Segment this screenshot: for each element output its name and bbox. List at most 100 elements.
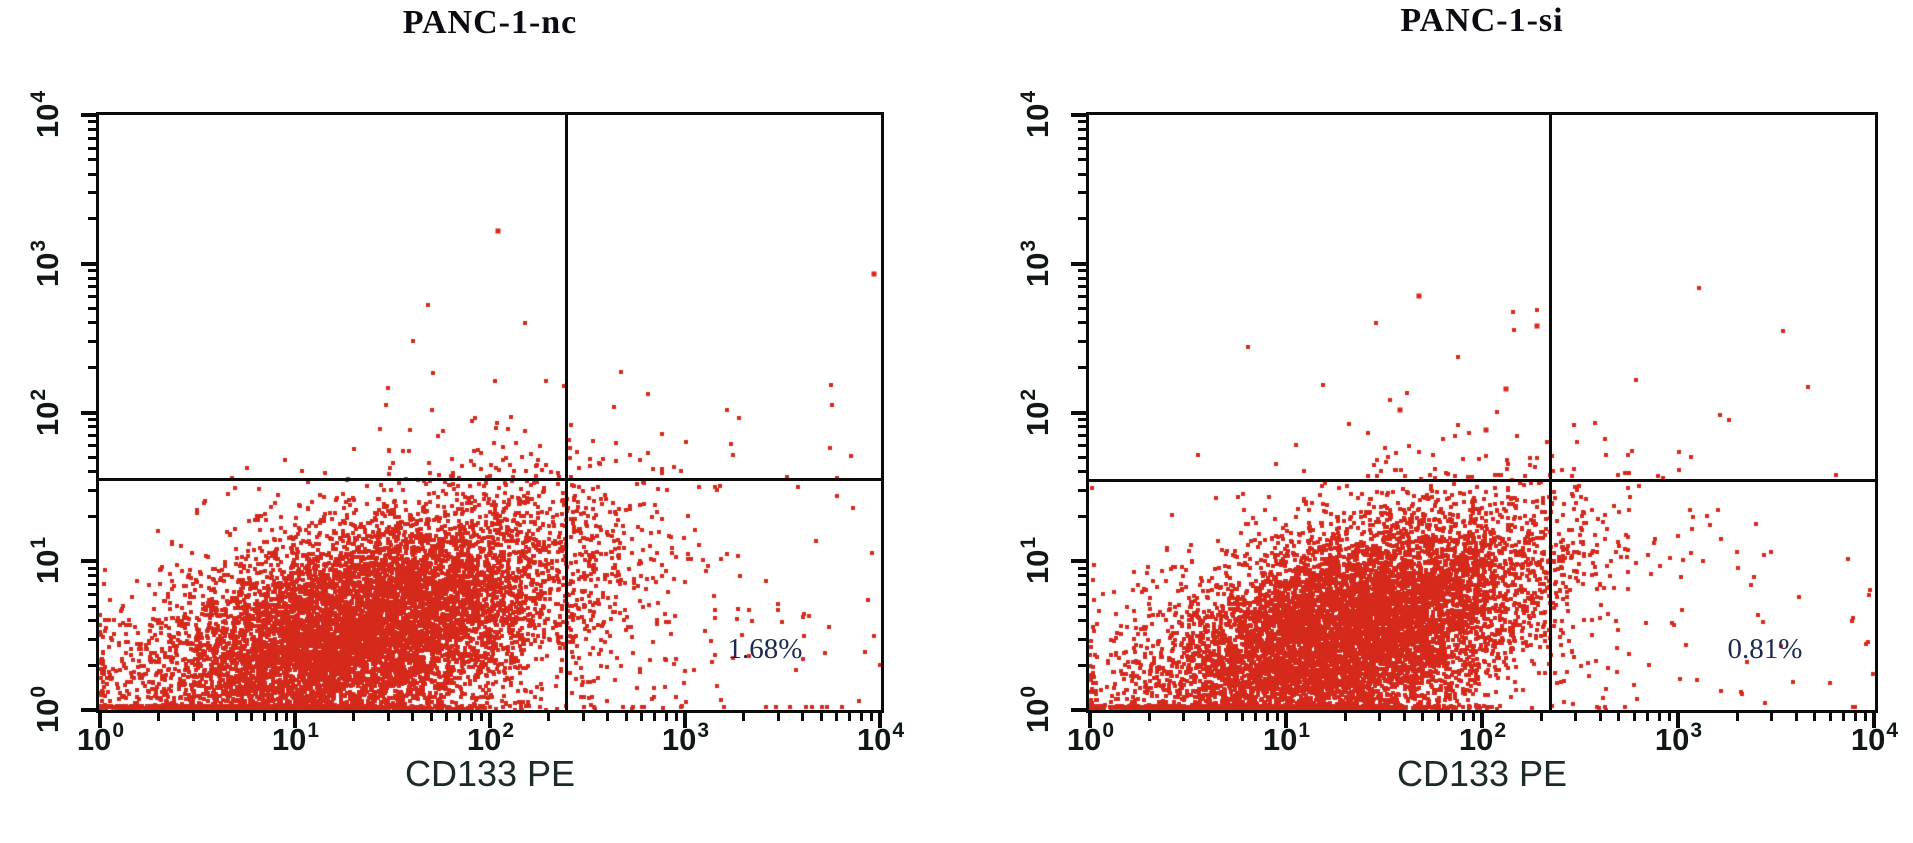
y-axis-tick-label: 100 [1016, 685, 1055, 734]
x-axis-minor-tick [445, 713, 449, 721]
x-axis-minor-tick [1275, 713, 1279, 721]
y-axis-tick-label: 102 [1016, 388, 1055, 436]
x-axis-minor-tick [1657, 713, 1661, 721]
y-axis-minor-tick [1078, 618, 1086, 622]
y-axis-minor-tick [88, 172, 96, 176]
x-axis-minor-tick [835, 713, 839, 721]
x-axis-minor-tick [1437, 713, 1441, 721]
x-axis-minor-tick [250, 713, 254, 721]
y-axis-minor-tick [1078, 604, 1086, 608]
y-axis-minor-tick [1078, 307, 1086, 311]
x-axis-minor-tick [1842, 713, 1846, 721]
x-axis-minor-tick [859, 713, 863, 721]
x-axis-minor-tick [274, 713, 278, 721]
x-axis-minor-tick [1461, 713, 1465, 721]
x-axis-minor-tick [624, 713, 628, 721]
y-axis-minor-tick [1078, 285, 1086, 289]
x-axis-minor-tick [1853, 713, 1857, 721]
x-axis-minor-tick [458, 713, 462, 721]
y-axis-minor-tick [88, 321, 96, 325]
x-axis-major-tick [1676, 713, 1680, 728]
y-axis-minor-tick [1078, 146, 1086, 150]
y-axis-minor-tick [1078, 637, 1086, 641]
y-axis-minor-tick [1078, 455, 1086, 459]
y-axis-minor-tick [88, 146, 96, 150]
x-axis-label: CD133 PE [404, 753, 576, 794]
y-axis-minor-tick [88, 470, 96, 474]
x-axis-minor-tick [664, 713, 668, 721]
y-axis-minor-tick [88, 434, 96, 438]
y-axis-minor-tick [1078, 434, 1086, 438]
x-axis-minor-tick [1863, 713, 1867, 721]
y-axis-major-tick [81, 559, 96, 564]
x-axis-tick-label: 102 [466, 718, 515, 757]
x-axis-minor-tick [800, 713, 804, 721]
x-axis-minor-tick [1241, 713, 1245, 721]
x-axis-minor-tick [742, 713, 746, 721]
y-axis-minor-tick [88, 514, 96, 518]
x-axis-minor-tick [1794, 713, 1798, 721]
y-axis-tick-label: 101 [26, 537, 65, 585]
x-axis-tick-label: 103 [1654, 718, 1703, 757]
y-axis-minor-tick [88, 191, 96, 195]
x-axis-minor-tick [1539, 713, 1543, 721]
y-axis-minor-tick [1078, 574, 1086, 578]
y-axis-minor-tick [1078, 470, 1086, 474]
y-axis-minor-tick [88, 488, 96, 492]
x-axis-minor-tick [674, 713, 678, 721]
y-axis-tick-label: 103 [26, 239, 65, 287]
plot-frame [96, 112, 884, 713]
x-axis-minor-tick [410, 713, 414, 721]
x-axis-minor-tick [157, 713, 161, 721]
x-axis-minor-tick [1182, 713, 1186, 721]
quadrant-gate-vertical-line [1549, 112, 1552, 713]
y-axis-minor-tick [1078, 217, 1086, 221]
x-axis-minor-tick [1667, 713, 1671, 721]
y-axis-minor-tick [1078, 120, 1086, 124]
x-axis-tick-label: 102 [1458, 718, 1507, 757]
y-axis-minor-tick [1078, 136, 1086, 140]
y-axis-minor-tick [1078, 366, 1086, 370]
y-axis-minor-tick [1078, 592, 1086, 596]
y-axis-minor-tick [1078, 158, 1086, 162]
y-axis-minor-tick [1078, 425, 1086, 429]
x-axis-minor-tick [869, 713, 873, 721]
x-axis-minor-tick [640, 713, 644, 721]
y-axis-minor-tick [1078, 276, 1086, 280]
x-axis-minor-tick [1646, 713, 1650, 721]
x-axis-minor-tick [1735, 713, 1739, 721]
quadrant-percentage-label: 1.68% [727, 633, 803, 665]
x-axis-minor-tick [429, 713, 433, 721]
x-axis-tick-label: 101 [1262, 718, 1311, 757]
x-axis-minor-tick [1402, 713, 1406, 721]
y-axis-tick-label: 102 [26, 388, 65, 436]
y-axis-minor-tick [88, 276, 96, 280]
y-axis-tick-label: 104 [26, 90, 65, 139]
y-axis-minor-tick [88, 444, 96, 447]
y-axis-minor-tick [88, 425, 96, 429]
y-axis-minor-tick [1078, 566, 1086, 570]
x-axis-minor-tick [1421, 713, 1425, 721]
y-axis-minor-tick [1078, 514, 1086, 518]
x-axis-major-tick [1088, 713, 1092, 728]
x-axis-major-tick [1284, 713, 1288, 728]
x-axis-minor-tick [352, 713, 356, 721]
x-axis-minor-tick [547, 713, 551, 721]
y-axis-minor-tick [88, 127, 96, 131]
y-axis-minor-tick [88, 566, 96, 570]
y-axis-minor-tick [88, 120, 96, 124]
x-axis-minor-tick [1225, 713, 1229, 721]
x-axis-minor-tick [1770, 713, 1774, 721]
y-axis-minor-tick [88, 604, 96, 608]
x-axis-tick-label: 103 [661, 718, 710, 757]
quadrant-gate-vertical-line [565, 112, 568, 713]
y-axis-minor-tick [88, 136, 96, 140]
x-axis-tick-label: 104 [1850, 718, 1899, 757]
x-axis-minor-tick [1206, 713, 1210, 721]
y-axis-minor-tick [1078, 582, 1086, 586]
y-axis-major-tick [81, 113, 96, 117]
y-axis-minor-tick [88, 366, 96, 370]
x-axis-minor-tick [263, 713, 267, 721]
